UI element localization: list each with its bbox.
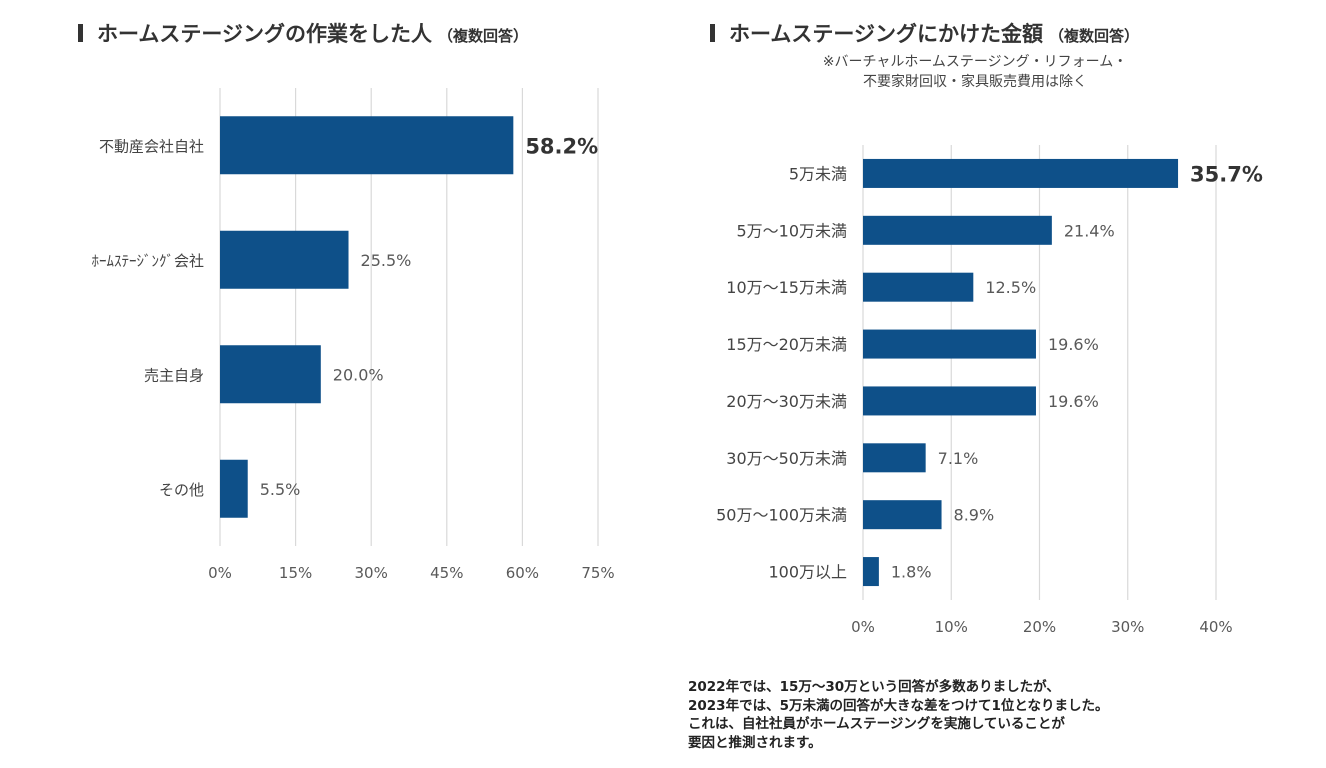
chart-2-category-label: 20万～30万未満 xyxy=(726,392,847,411)
chart-2-bar xyxy=(863,215,1052,245)
chart-2-title-suffix: （複数回答） xyxy=(1048,27,1139,45)
chart-1-x-tick-label: 15% xyxy=(279,564,312,582)
footnote: 2022年では、15万～30万という回答が多数ありましたが、 2023年では、5… xyxy=(688,678,1108,752)
chart-2-category-label: 5万未満 xyxy=(789,164,847,183)
chart-2-data-label: 21.4% xyxy=(1064,221,1115,240)
chart-1-data-label: 25.5% xyxy=(361,251,412,270)
chart-1-bar xyxy=(220,459,248,518)
chart-1-data-label: 58.2% xyxy=(525,134,598,158)
chart-2-bar xyxy=(863,557,879,587)
chart-1-data-label: 20.0% xyxy=(333,365,384,384)
chart-2-bar xyxy=(863,500,942,530)
chart-1-bar xyxy=(220,230,349,289)
footnote-line: これは、自社社員がホームステージングを実施していることが xyxy=(688,716,1065,732)
chart-1-x-tick-label: 30% xyxy=(355,564,388,582)
chart-2-x-tick-label: 30% xyxy=(1111,618,1144,636)
chart-2-data-label: 19.6% xyxy=(1048,335,1099,354)
footnote-line: 要因と推測されます。 xyxy=(688,734,822,751)
chart-2-x-tick-label: 20% xyxy=(1023,618,1056,636)
chart-2-title: ホームステージングにかけた金額 （複数回答） xyxy=(710,18,1139,48)
chart-1-x-tick-label: 45% xyxy=(430,564,463,582)
chart-1-category-label: 不動産会社自社 xyxy=(99,137,204,155)
chart-1-x-tick-label: 60% xyxy=(506,564,539,582)
chart-2-x-tick-label: 0% xyxy=(851,618,875,636)
chart-2-bar xyxy=(863,386,1036,416)
chart-2-bar xyxy=(863,158,1179,188)
chart-2-category-label: 30万～50万未満 xyxy=(726,449,847,468)
chart-1-data-label: 5.5% xyxy=(260,480,301,499)
footnote-line: 2023年では、5万未満の回答が大きな差をつけて1位となりました。 xyxy=(688,697,1109,714)
chart-1-bar xyxy=(220,116,514,175)
chart-1-category-label: 売主自身 xyxy=(144,366,204,384)
chart-2-category-label: 15万～20万未満 xyxy=(726,335,847,354)
title-bar-marker xyxy=(710,24,715,42)
footnote-line: 2022年では、15万～30万という回答が多数ありましたが、 xyxy=(688,679,1060,695)
chart-1-title-suffix: （複数回答） xyxy=(437,27,528,45)
chart-1-title: ホームステージングの作業をした人 （複数回答） xyxy=(78,18,528,48)
chart-2-bar xyxy=(863,443,926,473)
chart-1-x-tick-label: 75% xyxy=(581,564,614,582)
chart-2-category-label: 100万以上 xyxy=(768,563,847,582)
chart-1-category-label: その他 xyxy=(159,481,204,499)
chart-2-data-label: 35.7% xyxy=(1190,162,1263,186)
chart-2-bar xyxy=(863,329,1036,359)
chart-2-x-tick-label: 10% xyxy=(935,618,968,636)
chart-2-x-tick-label: 40% xyxy=(1199,618,1232,636)
chart-2-bar xyxy=(863,272,974,302)
chart-2-data-label: 8.9% xyxy=(954,506,995,525)
chart-2-subtitle-line: 不要家財回収・家具販売費用は除く xyxy=(863,74,1087,90)
chart-2-data-label: 1.8% xyxy=(891,563,932,582)
title-bar-marker xyxy=(78,24,83,42)
chart-2-data-label: 12.5% xyxy=(985,278,1036,297)
chart-1-x-tick-label: 0% xyxy=(208,564,232,582)
chart-2-category-label: 10万～15万未満 xyxy=(726,278,847,297)
chart-1-bar xyxy=(220,345,321,404)
chart-2-title-text: ホームステージングにかけた金額 xyxy=(729,22,1043,46)
chart-1-title-text: ホームステージングの作業をした人 xyxy=(97,22,432,46)
chart-2-category-label: 5万～10万未満 xyxy=(736,221,847,240)
chart-1-category-label: ﾎｰﾑｽﾃｰｼﾞﾝｸﾞ会社 xyxy=(91,252,204,270)
chart-2-subtitle: ※バーチャルホームステージング・リフォーム・ 不要家財回収・家具販売費用は除く xyxy=(740,52,1210,92)
chart-2-data-label: 19.6% xyxy=(1048,392,1099,411)
chart-2-category-label: 50万～100万未満 xyxy=(716,506,847,525)
chart-2-data-label: 7.1% xyxy=(938,449,979,468)
chart-2-subtitle-line: ※バーチャルホームステージング・リフォーム・ xyxy=(822,54,1128,70)
